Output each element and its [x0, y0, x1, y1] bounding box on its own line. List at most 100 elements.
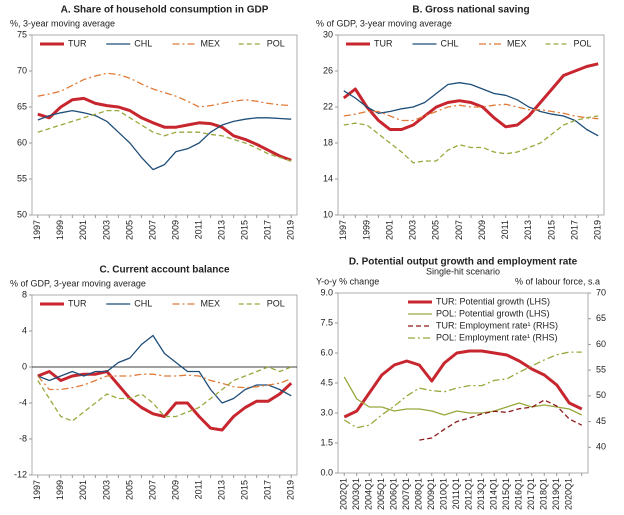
y-tick-label: 6.0 — [320, 347, 333, 357]
series-line — [37, 72, 292, 108]
x-tick-label: 2002Q1 — [339, 478, 349, 510]
y2-tick-label: 40 — [596, 442, 606, 452]
x-tick-label: 2015 — [546, 220, 556, 240]
x-tick-label: 2013 — [523, 220, 533, 240]
x-tick-label: 2019 — [286, 220, 296, 240]
series-line — [419, 399, 583, 441]
x-tick-label: 2009 — [170, 220, 180, 240]
y-tick-label: 75 — [17, 29, 27, 39]
legend-label: POL: Employment rate¹ (RHS) — [436, 332, 558, 342]
y-tick-label: 14 — [323, 173, 333, 183]
x-tick-label: 2003 — [408, 220, 418, 240]
series-line — [37, 370, 293, 432]
x-tick-label: 2011Q1 — [451, 478, 461, 509]
plot-frame — [31, 34, 298, 216]
y-tick-label: 9.0 — [320, 287, 333, 297]
x-tick-label: 2007 — [454, 220, 464, 240]
y-tick-label: 0.0 — [320, 467, 333, 477]
y2-tick-label: 70 — [596, 287, 606, 297]
x-tick-label: 2019Q1 — [551, 478, 561, 510]
x-tick-label: 2008Q1 — [414, 478, 424, 510]
x-tick-label: 2019 — [593, 220, 603, 240]
chart-title: B. Gross national saving — [412, 5, 529, 16]
x-tick-label: 2010Q1 — [439, 478, 449, 510]
y-tick-label: 1.5 — [320, 437, 333, 447]
x-tick-label: 2017Q1 — [526, 478, 536, 510]
legend-label: POL — [267, 298, 285, 308]
x-tick-label: 2004Q1 — [364, 478, 374, 510]
legend-label: CHL — [134, 38, 152, 48]
legend-label: TUR — [68, 298, 87, 308]
x-tick-label: 2015 — [240, 480, 250, 500]
series-line — [37, 366, 292, 422]
chart-subtitle: Single-hit scenario — [426, 266, 500, 276]
y-tick-label: 55 — [17, 173, 27, 183]
series-line — [37, 109, 292, 162]
chart-title: D. Potential output growth and employmen… — [349, 257, 578, 268]
y-tick-label: 7.5 — [320, 317, 333, 327]
x-tick-label: 1997 — [32, 220, 42, 240]
legend-label: POL: Potential growth (LHS) — [436, 308, 550, 318]
x-tick-label: 2014Q1 — [489, 478, 499, 510]
series-line — [37, 373, 292, 391]
y-axis-label: % of GDP, 3-year moving average — [10, 278, 146, 288]
x-tick-label: 2016Q1 — [514, 478, 524, 510]
series-line — [343, 351, 582, 429]
x-tick-label: 2017 — [263, 220, 273, 240]
y-tick-label: 22 — [323, 101, 333, 111]
x-tick-label: 2007 — [147, 220, 157, 240]
y-tick-label: 8 — [22, 289, 27, 299]
series-line — [37, 109, 292, 171]
y-tick-label: 4.5 — [320, 377, 333, 387]
x-tick-label: 1999 — [55, 480, 65, 500]
x-tick-label: 2005 — [431, 220, 441, 240]
legend-label: MEX — [507, 38, 527, 48]
x-tick-label: 2009Q1 — [426, 478, 436, 510]
x-tick-label: 1999 — [55, 220, 65, 240]
x-tick-label: 2017 — [263, 480, 273, 500]
legend-label: TUR — [68, 38, 87, 48]
y-tick-label: 30 — [323, 29, 333, 39]
legend-label: POL — [267, 38, 285, 48]
y-tick-label: 10 — [323, 209, 333, 219]
y2-axis-label: % of labour force, s.a — [515, 276, 600, 286]
x-tick-label: 2001 — [78, 220, 88, 240]
y-tick-label: 26 — [323, 65, 333, 75]
x-tick-label: 2001 — [384, 220, 394, 240]
y-tick-label: 65 — [17, 101, 27, 111]
legend-label: POL — [574, 38, 592, 48]
x-tick-label: 2012Q1 — [464, 478, 474, 510]
y2-tick-label: 60 — [596, 339, 606, 349]
series-line — [342, 62, 599, 131]
y-axis-label: %, 3-year moving average — [10, 18, 115, 28]
x-tick-label: 2007 — [147, 480, 157, 500]
y2-tick-label: 55 — [596, 365, 606, 375]
y-axis-label: % of GDP, 3-year moving average — [316, 18, 452, 28]
y-tick-label: 18 — [323, 137, 333, 147]
x-tick-label: 2018Q1 — [539, 478, 549, 510]
y-tick-label: -8 — [19, 433, 27, 443]
y2-tick-label: 50 — [596, 390, 606, 400]
x-tick-label: 2007Q1 — [401, 478, 411, 510]
y-tick-label: 70 — [17, 65, 27, 75]
x-tick-label: 2011 — [193, 220, 203, 239]
series-line — [343, 82, 599, 137]
x-tick-label: 2015 — [240, 220, 250, 240]
x-tick-label: 2003Q1 — [351, 478, 361, 510]
series-line — [37, 334, 292, 404]
x-tick-label: 2013 — [216, 480, 226, 500]
y2-tick-label: 65 — [596, 313, 606, 323]
series-line — [343, 115, 599, 164]
x-tick-label: 2005Q1 — [376, 478, 386, 510]
x-tick-label: 1997 — [32, 480, 42, 500]
y-tick-label: 4 — [22, 325, 27, 335]
legend-label: TUR: Employment rate¹ (RHS) — [436, 320, 558, 330]
x-tick-label: 2003 — [101, 220, 111, 240]
y-axis-label: Y-o-y % change — [316, 276, 379, 286]
x-tick-label: 2019 — [286, 480, 296, 500]
x-tick-label: 2011 — [193, 480, 203, 499]
x-tick-label: 2020Q1 — [564, 478, 574, 510]
x-tick-label: 2001 — [78, 480, 88, 500]
